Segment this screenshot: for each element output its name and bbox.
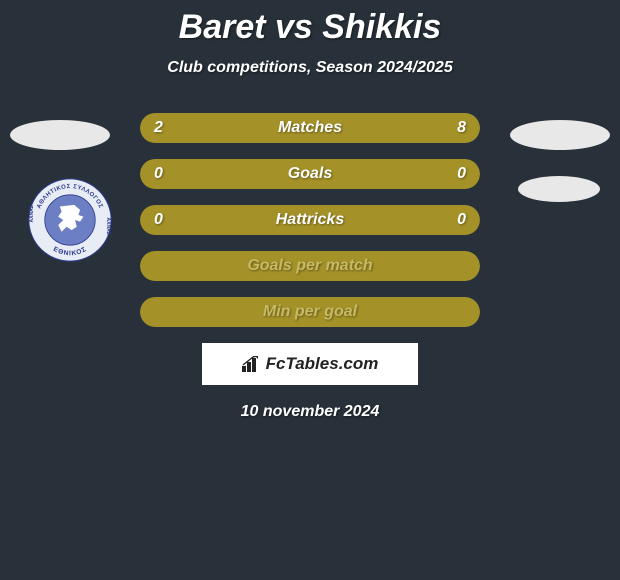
stat-bar: 00Hattricks <box>140 205 480 235</box>
right-team-logo-ellipse <box>510 120 610 150</box>
page-subtitle: Club competitions, Season 2024/2025 <box>0 59 620 77</box>
right-team-logo-ellipse-2 <box>518 176 600 202</box>
bar-label: Matches <box>140 113 480 143</box>
badge-svg: ΑΘΛΗΤΙΚΟΣ ΣΥΛΛΟΓΟΣ ΕΘΝΙΚΟΣ ΑΧΝΑΣ ΑΧΝΑΣ <box>28 178 112 262</box>
fctables-label: FcTables.com <box>242 354 379 374</box>
bar-label: Goals <box>140 159 480 189</box>
badge-text-left: ΑΧΝΑΣ <box>29 205 35 222</box>
fctables-icon <box>242 356 262 372</box>
bar-label: Hattricks <box>140 205 480 235</box>
left-team-badge: ΑΘΛΗΤΙΚΟΣ ΣΥΛΛΟΓΟΣ ΕΘΝΙΚΟΣ ΑΧΝΑΣ ΑΧΝΑΣ <box>28 178 112 262</box>
stat-bar: 00Goals <box>140 159 480 189</box>
fctables-text: FcTables.com <box>266 354 379 374</box>
stat-bar: Min per goal <box>140 297 480 327</box>
comparison-bars: 28Matches 00Goals 00Hattricks Goals per mat… <box>140 113 480 327</box>
badge-text-right: ΑΧΝΑΣ <box>105 217 111 234</box>
page-title: Baret vs Shikkis <box>0 0 620 47</box>
left-team-logo-ellipse <box>10 120 110 150</box>
bar-label: Goals per match <box>140 251 480 281</box>
stat-bar: Goals per match <box>140 251 480 281</box>
fctables-box: FcTables.com <box>202 343 418 385</box>
bar-label: Min per goal <box>140 297 480 327</box>
stat-bar: 28Matches <box>140 113 480 143</box>
date-text: 10 november 2024 <box>0 403 620 421</box>
